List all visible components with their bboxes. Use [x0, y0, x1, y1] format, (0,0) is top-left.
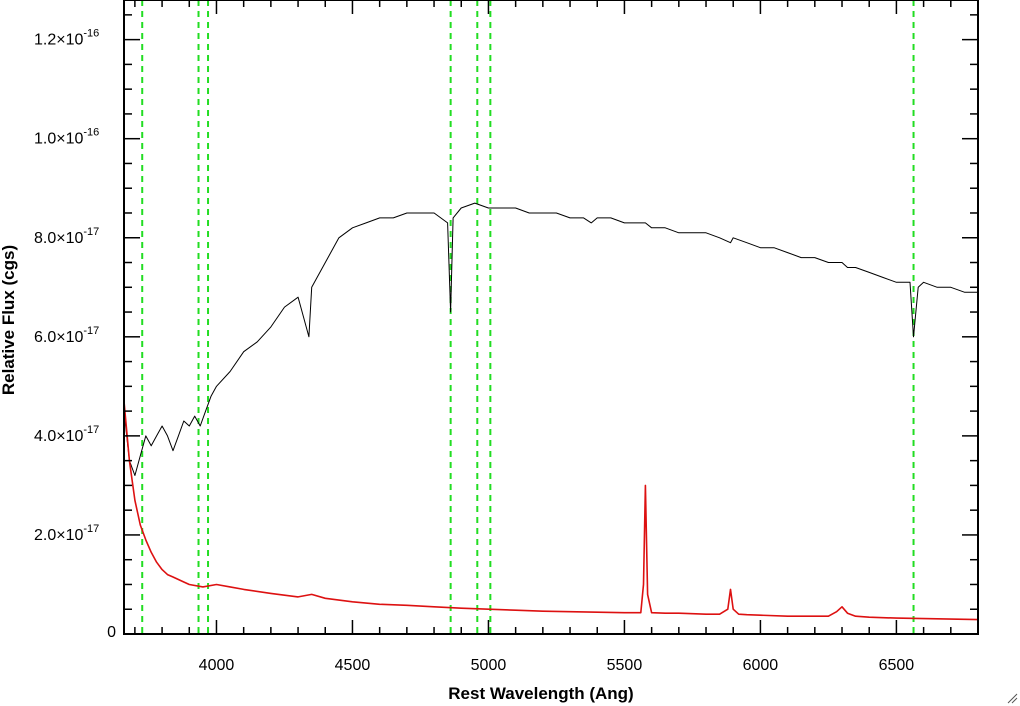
x-tick-label: 5000: [471, 657, 507, 674]
y-tick-label: 6.0×10-17: [34, 325, 99, 346]
y-tick-label: 8.0×10-17: [34, 226, 99, 247]
series-layer: [123, 202, 979, 621]
resize-grip-icon[interactable]: [1006, 692, 1018, 704]
reference-lines: [141, 0, 915, 634]
y-tick-label: 0: [107, 624, 116, 641]
y-tick-label: 2.0×10-17: [34, 523, 99, 544]
spectrum-line: [123, 202, 978, 476]
x-tick-label: 4000: [199, 657, 235, 674]
x-tick-label: 6500: [879, 657, 915, 674]
x-tick-label: 5500: [607, 657, 643, 674]
y-tick-label: 1.2×10-16: [34, 28, 99, 49]
x-tick-label: 6000: [743, 657, 779, 674]
y-axis-title: Relative Flux (cgs): [0, 245, 18, 395]
error-spectrum-line: [123, 401, 979, 621]
x-tick-labels: 4000 4500 5000 5500 6000 6500: [199, 657, 915, 674]
x-tick-label: 4500: [335, 657, 371, 674]
y-tick-label: 4.0×10-17: [34, 424, 99, 445]
y-tick-label: 1.0×10-16: [34, 127, 99, 148]
plot-frame: [123, 0, 979, 635]
x-axis-title: Rest Wavelength (Ang): [448, 684, 633, 703]
axis-ticks: [124, 0, 979, 635]
y-tick-labels: 0 2.0×10-17 4.0×10-17 6.0×10-17 8.0×10-17 1.0…: [34, 28, 116, 641]
